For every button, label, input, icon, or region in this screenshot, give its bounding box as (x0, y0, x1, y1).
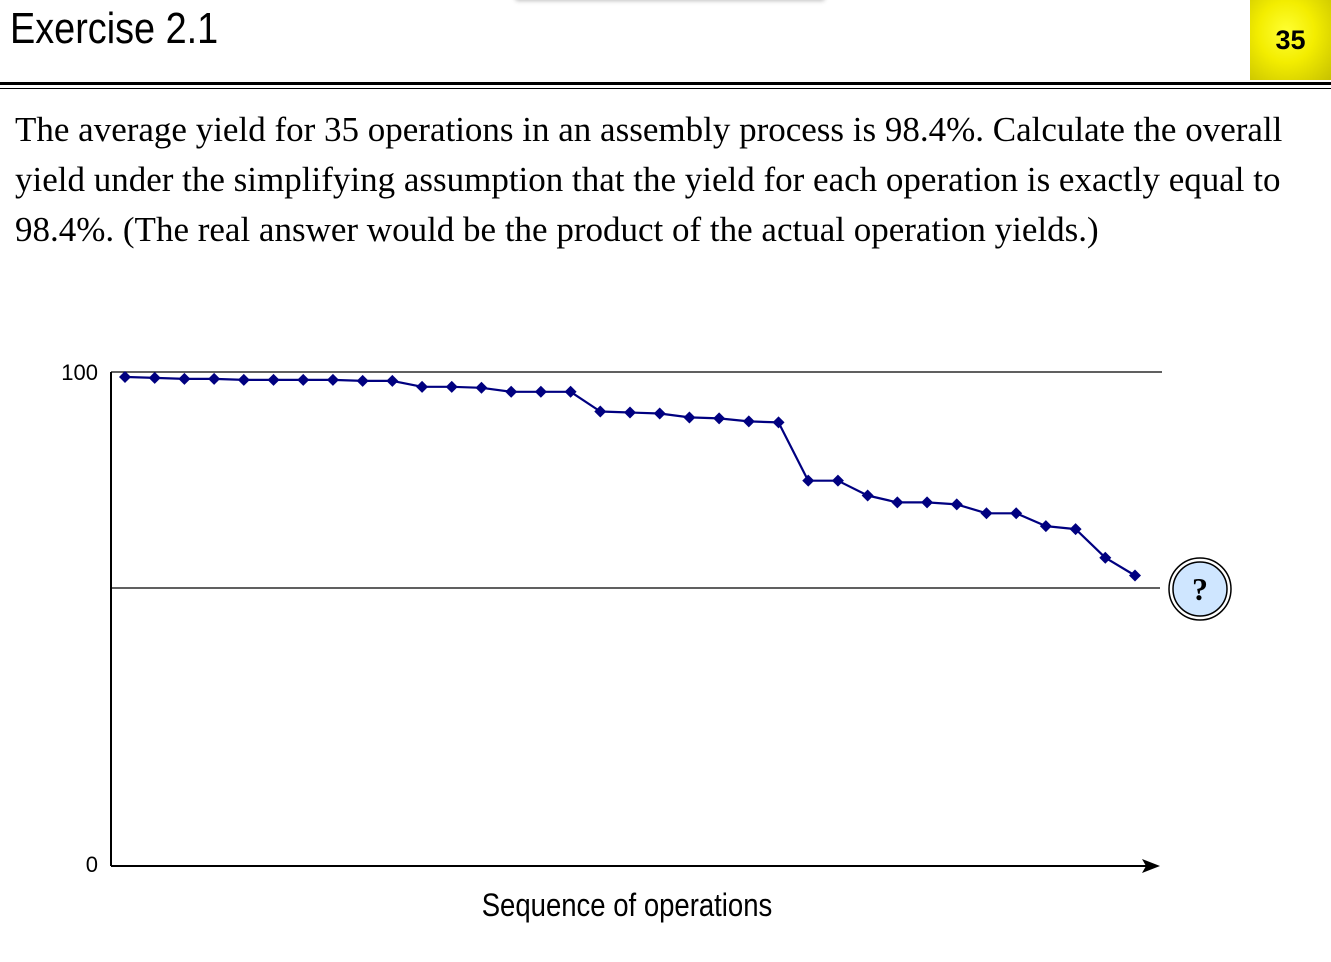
data-point-marker (624, 406, 636, 419)
data-point-marker (178, 372, 191, 385)
data-point-marker (713, 412, 726, 425)
data-point-marker (1069, 523, 1082, 536)
data-point-marker (386, 374, 399, 387)
data-point-marker (980, 507, 993, 520)
data-point-marker (1129, 569, 1141, 582)
exercise-text: The average yield for 35 operations in a… (15, 110, 1283, 249)
data-point-marker (208, 372, 221, 385)
data-point-marker (653, 407, 666, 420)
data-point-marker (326, 373, 339, 386)
data-point-marker (594, 405, 607, 418)
data-point-marker (475, 381, 488, 394)
page-number-badge: 35 (1250, 0, 1331, 80)
data-point-marker (445, 380, 458, 393)
yield-chart: 100 0 Sequence of operations ? (61, 360, 1232, 924)
data-point-marker (861, 489, 874, 502)
data-point-marker (921, 496, 934, 509)
answer-callout: ? (1168, 557, 1232, 621)
x-axis-arrowhead (1142, 859, 1160, 873)
page-title: Exercise 2.1 (10, 4, 219, 53)
data-point-marker (148, 371, 161, 384)
data-point-marker (119, 370, 131, 383)
data-point-marker (1039, 520, 1052, 533)
data-point-marker (564, 385, 577, 398)
data-point-marker (831, 474, 844, 487)
data-point-marker (683, 411, 696, 424)
data-point-marker (237, 373, 250, 386)
data-point-marker (772, 416, 785, 429)
data-point-marker (1099, 551, 1112, 564)
data-point-marker (802, 474, 815, 487)
x-axis-label: Sequence of operations (482, 888, 773, 923)
header-divider-thin (0, 88, 1331, 89)
data-point-marker (297, 373, 310, 386)
data-point-marker (950, 498, 963, 511)
data-point-marker (891, 496, 904, 509)
header-divider-thick (0, 82, 1331, 85)
data-point-marker (505, 385, 518, 398)
y-tick-label-top: 100 (61, 360, 98, 385)
data-point-marker (742, 415, 755, 428)
data-point-marker (267, 373, 280, 386)
series-markers (119, 370, 1141, 582)
data-point-marker (534, 385, 547, 398)
data-point-marker (356, 374, 369, 387)
data-point-marker (1010, 507, 1023, 520)
answer-callout-label: ? (1192, 571, 1208, 607)
data-point-marker (416, 380, 429, 393)
y-tick-label-bottom: 0 (86, 852, 98, 877)
